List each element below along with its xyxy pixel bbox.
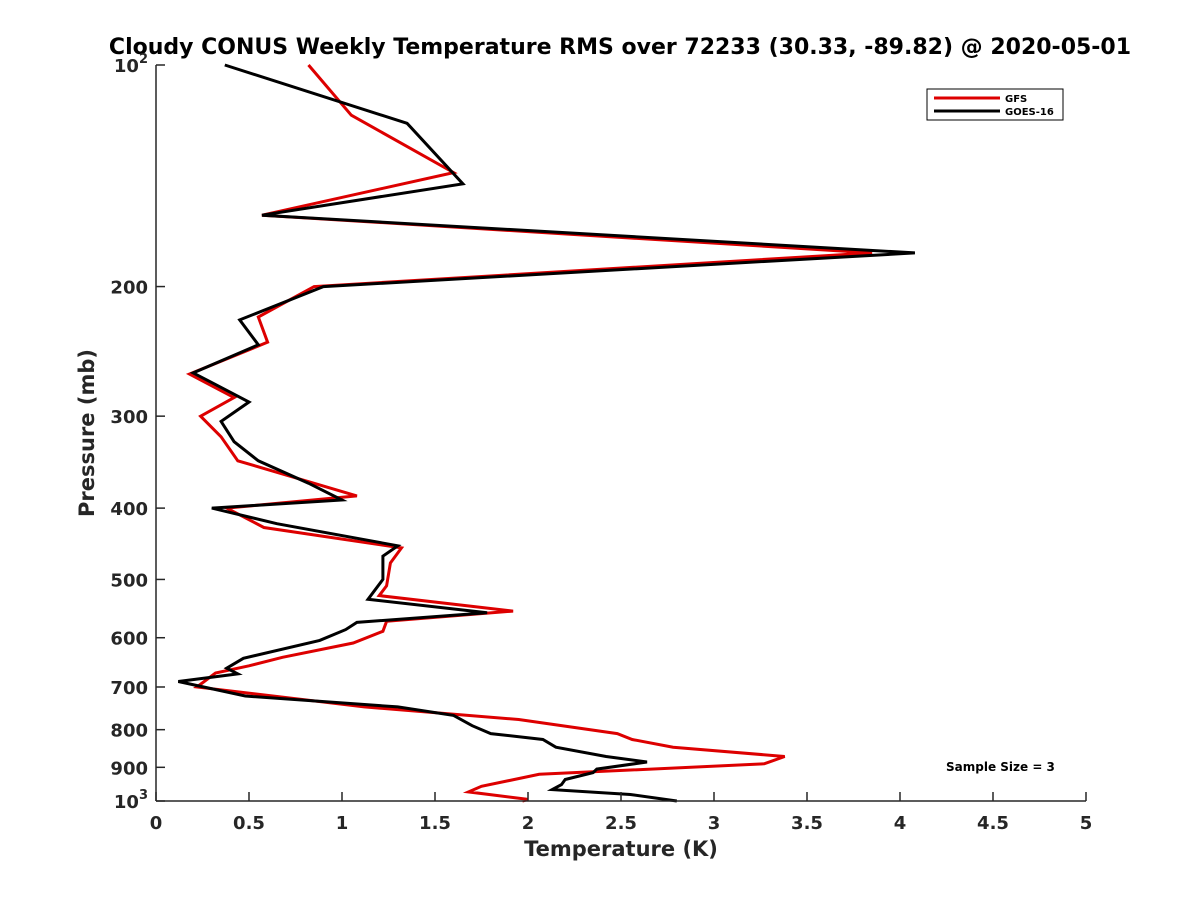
legend-label: GFS	[1005, 94, 1027, 105]
x-tick-label: 5	[1080, 813, 1093, 834]
y-tick-label: 900	[110, 758, 148, 779]
x-tick-label: 2	[522, 813, 535, 834]
y-tick-label: 103	[114, 788, 148, 813]
y-axis-ticks: 102 200 300 400 500 600 700 800 900 103	[110, 52, 165, 813]
sample-size-annotation: Sample Size = 3	[946, 760, 1055, 774]
y-tick-label: 300	[110, 407, 148, 428]
chart-title: Cloudy CONUS Weekly Temperature RMS over…	[109, 35, 1131, 60]
legend-label: GOES-16	[1005, 107, 1054, 118]
x-tick-label: 1	[336, 813, 349, 834]
x-axis-ticks: 0 0.5 1 1.5 2 2.5 3 3.5 4 4.5 5	[150, 792, 1093, 834]
series-line-gfs	[185, 64, 873, 803]
x-tick-label: 0	[150, 813, 163, 834]
y-tick-label: 102	[114, 52, 148, 77]
y-tick-label: 800	[110, 721, 148, 742]
legend: GFS GOES-16	[926, 88, 1064, 121]
plot-area	[177, 63, 915, 803]
x-tick-label: 4.5	[977, 813, 1009, 834]
legend-box	[926, 88, 1064, 121]
y-axis-label: Pressure (mb)	[75, 349, 99, 517]
x-tick-label: 0.5	[233, 813, 265, 834]
x-tick-label: 1.5	[419, 813, 451, 834]
x-tick-label: 2.5	[605, 813, 637, 834]
y-tick-label: 700	[110, 678, 148, 699]
x-tick-label: 3	[708, 813, 721, 834]
x-tick-label: 4	[894, 813, 907, 834]
series-line-goes-16	[177, 63, 915, 803]
y-tick-label: 400	[110, 499, 148, 520]
y-tick-label: 200	[110, 278, 148, 299]
x-tick-label: 3.5	[791, 813, 823, 834]
y-tick-label: 500	[110, 570, 148, 591]
y-tick-label: 600	[110, 629, 148, 650]
x-axis-label: Temperature (K)	[524, 837, 718, 861]
